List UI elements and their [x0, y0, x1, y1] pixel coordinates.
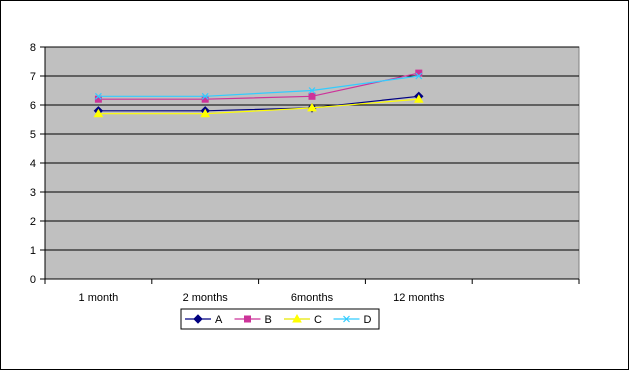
marker-stroke — [201, 92, 209, 100]
series-d-point — [415, 72, 423, 80]
series-d — [94, 72, 423, 100]
y-tick-label: 2 — [30, 216, 36, 228]
x-tick-label: 6months — [291, 292, 334, 304]
x-tick-label: 1 month — [79, 292, 119, 304]
axes: 0 1 2 3 4 5 6 7 8 1 month 2 months 6months 12 months — [30, 42, 580, 304]
series-b-line — [98, 72, 419, 100]
series-c-point — [93, 108, 104, 118]
y-tick-label: 5 — [30, 129, 36, 141]
legend-label: B — [265, 314, 272, 326]
y-tick-label: 7 — [30, 71, 36, 83]
series-c-point — [200, 108, 211, 118]
legend-label: A — [215, 314, 223, 326]
grid-lines — [44, 46, 580, 280]
y-tick-label: 4 — [30, 158, 36, 170]
series-lines — [93, 69, 424, 118]
legend-item-b: B — [234, 314, 272, 326]
series-d-point — [201, 92, 209, 100]
y-tick-label: 3 — [30, 187, 36, 199]
series-c-line — [98, 98, 419, 115]
x-tick-label: 2 months — [183, 292, 229, 304]
legend-item-c: C — [284, 313, 322, 326]
series-c-point — [413, 94, 424, 103]
series-a-line — [98, 95, 419, 112]
marker-stroke — [415, 72, 423, 80]
marker-stroke — [94, 92, 102, 100]
y-tick-label: 8 — [30, 42, 36, 54]
series-b — [94, 69, 423, 103]
marker-stroke — [343, 315, 350, 323]
series-d-point — [308, 87, 316, 94]
legend-item-a: A — [185, 314, 223, 326]
x-tick-label: 12 months — [393, 292, 445, 304]
marker-stroke — [308, 87, 316, 94]
legend-label: D — [364, 314, 372, 326]
y-tick-label: 6 — [30, 100, 36, 112]
series-c — [93, 94, 424, 118]
series-d-line — [98, 75, 419, 97]
legend-swatch-marker — [193, 314, 203, 324]
series-c-point — [307, 102, 317, 112]
legend-box — [180, 308, 380, 330]
legend-swatch-marker — [244, 315, 251, 323]
series-b-point — [308, 92, 316, 100]
y-tick-label: 0 — [30, 274, 36, 286]
legend-label: C — [314, 314, 322, 326]
legend-swatch-marker — [292, 313, 302, 323]
series-d-point — [94, 92, 102, 100]
legend: A B C D — [180, 308, 380, 330]
y-tick-label: 1 — [30, 245, 36, 257]
legend-item-d: D — [333, 314, 372, 326]
legend-swatch-marker — [343, 315, 350, 323]
